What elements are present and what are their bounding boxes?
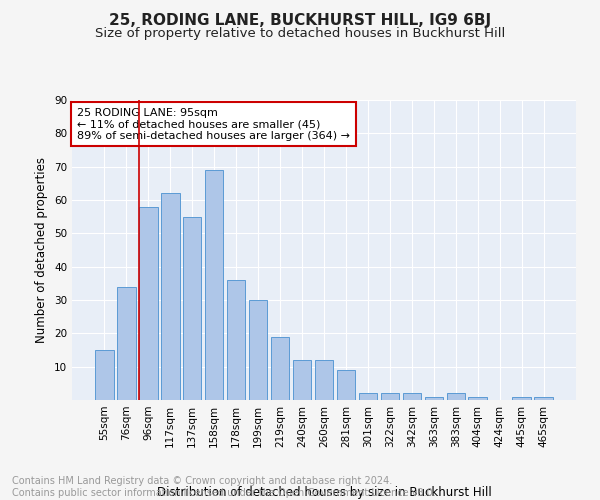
Text: 25 RODING LANE: 95sqm
← 11% of detached houses are smaller (45)
89% of semi-deta: 25 RODING LANE: 95sqm ← 11% of detached … [77,108,350,140]
Bar [535,396,553,400]
Bar [512,396,531,400]
Bar [161,194,179,400]
Text: 25, RODING LANE, BUCKHURST HILL, IG9 6BJ: 25, RODING LANE, BUCKHURST HILL, IG9 6BJ [109,12,491,28]
Bar [314,360,334,400]
Bar [249,300,268,400]
Bar [271,336,289,400]
Text: Contains HM Land Registry data © Crown copyright and database right 2024.
Contai: Contains HM Land Registry data © Crown c… [12,476,436,498]
Bar [117,286,136,400]
Text: Size of property relative to detached houses in Buckhurst Hill: Size of property relative to detached ho… [95,28,505,40]
Bar [337,370,355,400]
Bar [469,396,487,400]
Bar [293,360,311,400]
Bar [139,206,158,400]
Bar [183,216,202,400]
Bar [359,394,377,400]
Y-axis label: Number of detached properties: Number of detached properties [35,157,49,343]
Bar [403,394,421,400]
Bar [446,394,465,400]
Bar [227,280,245,400]
Bar [380,394,399,400]
Bar [95,350,113,400]
Bar [205,170,223,400]
X-axis label: Distribution of detached houses by size in Buckhurst Hill: Distribution of detached houses by size … [157,486,491,499]
Bar [425,396,443,400]
